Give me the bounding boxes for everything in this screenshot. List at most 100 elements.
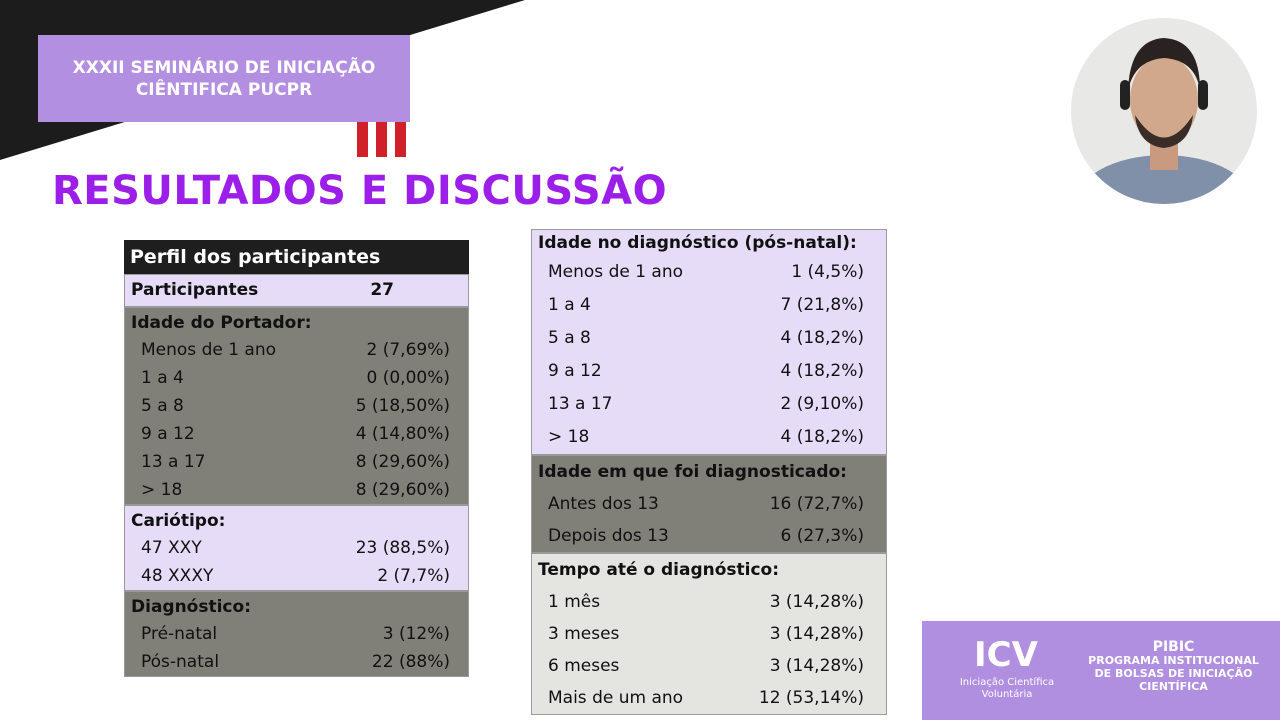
table-row: 3 meses 3 (14,28%) [532,618,886,650]
table-row: Depois dos 13 6 (27,3%) [532,520,886,552]
table-title: Perfil dos participantes [124,240,469,274]
cell-value: 16 (72,7%) [769,494,864,514]
table-row: Pós-natal 22 (88%) [125,648,468,676]
cell-label: 1 a 4 [141,368,184,388]
section-heading: Diagnóstico: [131,597,251,617]
cell-label: 6 meses [548,656,620,676]
table-row: Antes dos 13 16 (72,7%) [532,488,886,520]
cell-label: 13 a 17 [141,452,206,472]
cell-value: 8 (29,60%) [355,452,450,472]
cell-label: 5 a 8 [141,396,184,416]
cell-value: 2 (7,69%) [366,340,451,360]
table-row: > 18 4 (18,2%) [532,421,886,454]
cell-label: Depois dos 13 [548,526,669,546]
cell-value: 3 (14,28%) [769,624,864,644]
cell-label: Participantes [131,280,259,300]
table-row: 13 a 17 2 (9,10%) [532,388,886,421]
cell-value: 6 (27,3%) [780,526,865,546]
text: PIBIC [1152,639,1195,655]
table-row: Menos de 1 ano 2 (7,69%) [125,336,468,364]
cell-value: 0 (0,00%) [366,368,451,388]
cell-label: 5 a 8 [548,328,591,348]
cell-label: Pré-natal [141,624,218,644]
table-section: Idade em que foi diagnosticado: Antes dos… [531,455,887,553]
cell-value: 3 (14,28%) [769,656,864,676]
cell-value: 2 (7,7%) [377,566,450,586]
table-row: 48 XXXY 2 (7,7%) [125,562,468,590]
section-heading: Idade em que foi diagnosticado: [538,462,847,482]
text: PROGRAMA INSTITUCIONAL [1088,654,1259,667]
cell-label: 9 a 12 [141,424,195,444]
table-row: 9 a 12 4 (18,2%) [532,355,886,388]
cell-value: 4 (14,80%) [355,424,450,444]
cell-label: Menos de 1 ano [141,340,277,360]
cell-value: 7 (21,8%) [780,295,865,315]
cell-label: > 18 [548,427,590,447]
cell-label: Pós-natal [141,652,220,672]
cell-value: 4 (18,2%) [780,427,865,447]
table-row: 47 XXY 23 (88,5%) [125,534,468,562]
icv-logo: ICV [974,635,1038,675]
table-row: 5 a 8 4 (18,2%) [532,322,886,355]
cell-label: > 18 [141,480,183,500]
section-heading: Idade do Portador: [131,313,312,333]
icv-sub: Iniciação Científica Voluntária [942,677,1072,701]
cell-value: 4 (18,2%) [780,361,865,381]
cell-label: 9 a 12 [548,361,602,381]
right-table: Idade no diagnóstico (pós-natal): Menos d… [531,229,887,715]
cell-label: 1 a 4 [548,295,591,315]
cell-value: 8 (29,60%) [355,480,450,500]
table-row: 13 a 17 8 (29,60%) [125,448,468,476]
cell-value: 3 (12%) [382,624,450,644]
table-row: 6 meses 3 (14,28%) [532,650,886,682]
table-section: Diagnóstico: Pré-natal 3 (12%) Pós-natal 22 … [124,591,469,677]
banner-line: CIÊNTIFICA PUCPR [135,79,313,100]
table-row: 9 a 12 4 (14,80%) [125,420,468,448]
table-row: > 18 8 (29,60%) [125,476,468,504]
table-row: Pré-natal 3 (12%) [125,620,468,648]
section-heading: Idade no diagnóstico (pós-natal): [538,233,857,253]
cell-label: Antes dos 13 [548,494,659,514]
section-heading: Tempo até o diagnóstico: [538,560,780,580]
webcam [1071,18,1257,204]
cell-value: 12 (53,14%) [758,688,864,708]
table-row: 1 mês 3 (14,28%) [532,586,886,618]
table-row: 1 a 4 7 (21,8%) [532,289,886,322]
text: DE BOLSAS DE INICIAÇÃO [1094,667,1253,680]
table-row: 5 a 8 5 (18,50%) [125,392,468,420]
cell-label: Mais de um ano [548,688,684,708]
cell-value: 27 [370,280,394,300]
cell-value: 3 (14,28%) [769,592,864,612]
event-banner: XXXII SEMINÁRIO DE INICIAÇÃO CIÊNTIFICA … [38,35,410,122]
cell-value: 1 (4,5%) [791,262,864,282]
text: Iniciação Científica [959,677,1055,688]
table-row: 1 a 4 0 (0,00%) [125,364,468,392]
table-section: Idade no diagnóstico (pós-natal): Menos d… [531,229,887,455]
cell-label: 1 mês [548,592,601,612]
table-section: Participantes 27 [124,274,469,307]
cell-label: 47 XXY [141,538,202,558]
left-table: Perfil dos participantes Participantes 27… [124,240,469,677]
table-section: Cariótipo: 47 XXY 23 (88,5%) 48 XXXY 2 (7,7%… [124,505,469,591]
cell-value: 5 (18,50%) [355,396,450,416]
footer-logos: ICV Iniciação Científica Voluntária PIBIC… [922,621,1280,720]
cell-value: 22 (88%) [371,652,450,672]
section-heading: Cariótipo: [131,511,226,531]
cell-value: 4 (18,2%) [780,328,865,348]
text: CIENTÍFICA [1139,680,1208,693]
cell-label: Menos de 1 ano [548,262,684,282]
table-row: Menos de 1 ano 1 (4,5%) [532,256,886,289]
table-row: Participantes 27 [125,275,468,306]
text: Voluntária [981,689,1033,700]
pibic-logo: PIBIC PROGRAMA INSTITUCIONAL DE BOLSAS DE… [1086,639,1261,693]
slide-heading: RESULTADOS E DISCUSSÃO [52,168,668,214]
table-section: Idade do Portador: Menos de 1 ano 2 (7,69%… [124,307,469,505]
cell-value: 23 (88,5%) [355,538,450,558]
table-row: Mais de um ano 12 (53,14%) [532,682,886,714]
table-section: Tempo até o diagnóstico: 1 mês 3 (14,28%) 3… [531,553,887,715]
cell-label: 3 meses [548,624,620,644]
cell-value: 2 (9,10%) [780,394,865,414]
banner-line: XXXII SEMINÁRIO DE INICIAÇÃO [72,57,376,78]
cell-label: 13 a 17 [548,394,613,414]
